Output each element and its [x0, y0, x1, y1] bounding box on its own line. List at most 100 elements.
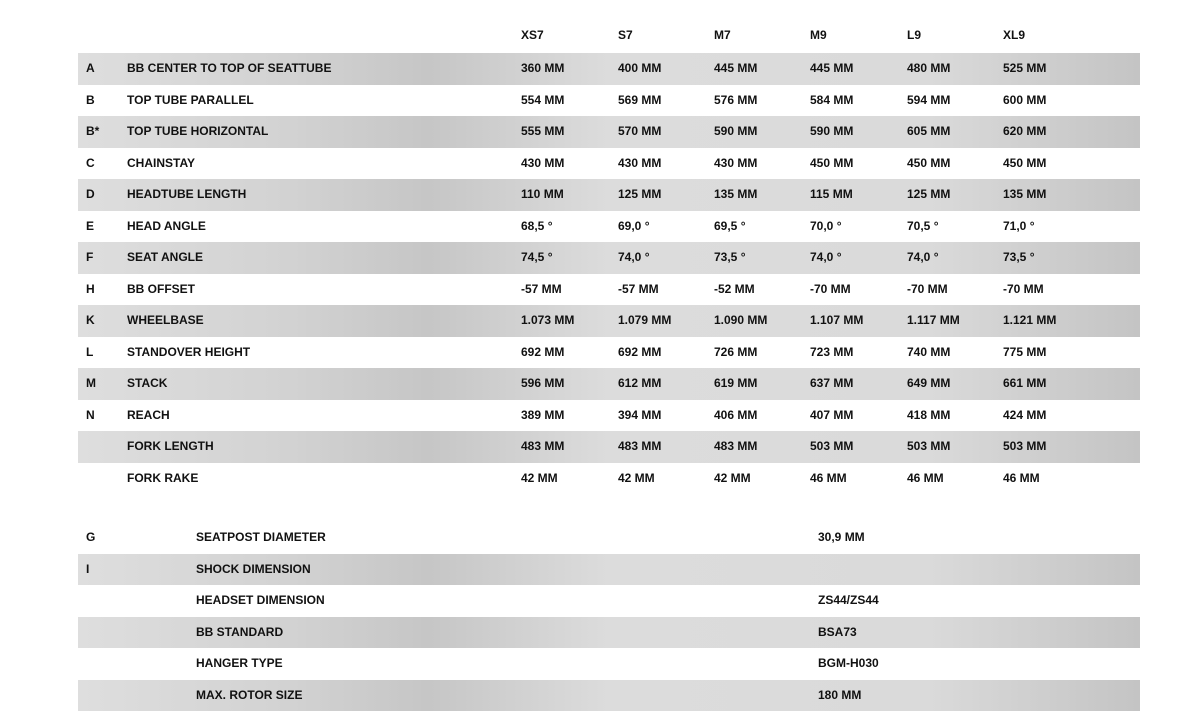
- row-value: 450 MM: [907, 155, 951, 170]
- row-value: 637 MM: [810, 376, 854, 390]
- row-value: 42 MM: [714, 470, 751, 485]
- row-value: 649 MM: [907, 376, 951, 390]
- row-value: 503 MM: [1003, 439, 1047, 453]
- row-value: 394 MM: [618, 407, 662, 422]
- row-value: 135 MM: [1003, 187, 1047, 201]
- row-value: -70 MM: [1003, 281, 1044, 296]
- row-code: K: [86, 313, 95, 327]
- row-label: STANDOVER HEIGHT: [127, 344, 251, 359]
- row-value: 73,5 °: [1003, 250, 1035, 264]
- row-value: 692 MM: [618, 344, 662, 359]
- row-label: SEATPOST DIAMETER: [196, 530, 326, 544]
- row-code: N: [86, 407, 95, 422]
- row-value: -70 MM: [810, 281, 851, 296]
- row-value: 450 MM: [1003, 155, 1047, 170]
- size-header: XS7: [521, 28, 544, 42]
- row-label: BB OFFSET: [127, 281, 195, 296]
- geometry-row: D HEADTUBE LENGTH 110 MM 125 MM 135 MM 115 MM…: [78, 179, 1140, 211]
- row-value: 445 MM: [810, 61, 854, 75]
- row-value: 584 MM: [810, 92, 854, 107]
- row-value: 430 MM: [521, 155, 565, 170]
- row-value: 1.117 MM: [907, 313, 960, 327]
- row-value: 503 MM: [907, 439, 951, 453]
- row-value: 503 MM: [810, 439, 854, 453]
- row-value: 42 MM: [618, 470, 655, 485]
- row-value: 424 MM: [1003, 407, 1047, 422]
- size-header-row: XS7 S7 M7 M9 L9 XL9: [78, 20, 1140, 51]
- row-value: 554 MM: [521, 92, 565, 107]
- row-value: BSA73: [818, 624, 857, 639]
- row-label: BB STANDARD: [196, 624, 284, 639]
- row-value: 70,5 °: [907, 218, 939, 233]
- component-row: MAX. ROTOR SIZE 180 MM: [78, 679, 1140, 711]
- row-value: 68,5 °: [521, 218, 553, 233]
- row-value: 483 MM: [618, 439, 662, 453]
- row-code: C: [86, 155, 95, 170]
- row-value: -70 MM: [907, 281, 948, 296]
- row-value: 1.079 MM: [618, 313, 672, 327]
- row-code: H: [86, 281, 95, 296]
- row-code: E: [86, 218, 95, 233]
- row-label: FORK RAKE: [127, 470, 199, 485]
- size-header: M7: [714, 28, 731, 42]
- row-value: 69,5 °: [714, 218, 746, 233]
- row-code: B: [86, 92, 95, 107]
- row-label: SEAT ANGLE: [127, 250, 204, 264]
- geometry-row: M STACK 596 MM 612 MM 619 MM 637 MM 649 MM 661 …: [78, 368, 1140, 400]
- row-label: HEADTUBE LENGTH: [127, 187, 247, 201]
- row-code: D: [86, 187, 95, 201]
- component-row: I SHOCK DIMENSION: [78, 553, 1140, 585]
- row-value: 723 MM: [810, 344, 854, 359]
- row-value: 406 MM: [714, 407, 758, 422]
- row-code: A: [86, 61, 95, 75]
- row-value: 73,5 °: [714, 250, 746, 264]
- row-value: 115 MM: [810, 187, 853, 201]
- row-value: 661 MM: [1003, 376, 1047, 390]
- geometry-row: N REACH 389 MM 394 MM 406 MM 407 MM 418 MM 424 …: [78, 400, 1140, 432]
- geometry-row: F SEAT ANGLE 74,5 ° 74,0 ° 73,5 ° 74,0 ° 74,0 …: [78, 242, 1140, 274]
- row-label: TOP TUBE PARALLEL: [127, 92, 254, 107]
- row-label: TOP TUBE HORIZONTAL: [127, 124, 269, 138]
- row-label: HEAD ANGLE: [127, 218, 206, 233]
- row-value: 110 MM: [521, 187, 564, 201]
- geometry-row: B TOP TUBE PARALLEL 554 MM 569 MM 576 MM 584 …: [78, 85, 1140, 117]
- row-value: 125 MM: [907, 187, 951, 201]
- geometry-row: FORK RAKE 42 MM 42 MM 42 MM 46 MM 46 MM 46 MM: [78, 463, 1140, 495]
- component-row: HANGER TYPE BGM-H030: [78, 648, 1140, 680]
- row-code: I: [86, 561, 90, 576]
- row-label: STACK: [127, 376, 168, 390]
- row-label: BB CENTER TO TOP OF SEATTUBE: [127, 61, 332, 75]
- row-value: 619 MM: [714, 376, 758, 390]
- row-value: 74,0 °: [907, 250, 939, 264]
- row-value: 600 MM: [1003, 92, 1047, 107]
- row-value: 1.090 MM: [714, 313, 768, 327]
- row-value: 400 MM: [618, 61, 662, 75]
- row-value: -52 MM: [714, 281, 755, 296]
- row-label: HEADSET DIMENSION: [196, 593, 325, 607]
- row-value: 71,0 °: [1003, 218, 1035, 233]
- row-value: 418 MM: [907, 407, 951, 422]
- row-value: 594 MM: [907, 92, 951, 107]
- row-value: 590 MM: [714, 124, 758, 138]
- geometry-row: L STANDOVER HEIGHT 692 MM 692 MM 726 MM 723 M…: [78, 337, 1140, 369]
- geometry-row: FORK LENGTH 483 MM 483 MM 483 MM 503 MM 503 M…: [78, 431, 1140, 463]
- geometry-row: C CHAINSTAY 430 MM 430 MM 430 MM 450 MM 450 MM…: [78, 148, 1140, 180]
- row-value: -57 MM: [618, 281, 659, 296]
- row-value: 483 MM: [714, 439, 758, 453]
- row-value: 74,0 °: [618, 250, 650, 264]
- row-value: 740 MM: [907, 344, 951, 359]
- row-value: 74,0 °: [810, 250, 842, 264]
- row-value: ZS44/ZS44: [818, 593, 879, 607]
- row-value: 69,0 °: [618, 218, 650, 233]
- row-value: 389 MM: [521, 407, 565, 422]
- geometry-row: K WHEELBASE 1.073 MM 1.079 MM 1.090 MM 1.107 …: [78, 305, 1140, 337]
- row-label: SHOCK DIMENSION: [196, 561, 311, 576]
- row-code: M: [86, 376, 96, 390]
- row-value: 620 MM: [1003, 124, 1047, 138]
- row-value: 605 MM: [907, 124, 951, 138]
- row-label: HANGER TYPE: [196, 656, 283, 670]
- row-value: 596 MM: [521, 376, 565, 390]
- row-value: 42 MM: [521, 470, 558, 485]
- row-value: 570 MM: [618, 124, 662, 138]
- row-value: 775 MM: [1003, 344, 1047, 359]
